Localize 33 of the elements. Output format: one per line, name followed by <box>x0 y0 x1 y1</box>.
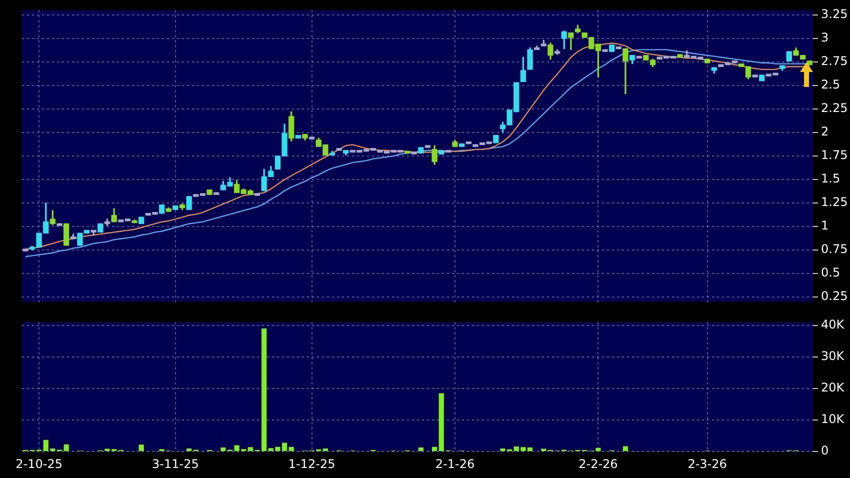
y-tick-label: 30K <box>821 349 846 364</box>
bar <box>622 446 628 452</box>
bar <box>322 448 328 452</box>
y-tick-label: 2.75 <box>821 54 848 68</box>
y-tick-label: 1.5 <box>821 172 840 186</box>
x-tick-label: 1-12-25 <box>288 456 336 471</box>
bar <box>288 446 294 452</box>
y-tick-label: 1 <box>821 218 829 233</box>
y-tick-label: 2 <box>821 124 829 139</box>
bar <box>138 444 144 452</box>
bar <box>418 447 424 452</box>
bar <box>64 444 69 452</box>
x-tick-label: 2-3-26 <box>688 456 727 471</box>
y-tick-label: 3 <box>821 30 829 45</box>
x-tick-label: 2-1-26 <box>435 456 475 471</box>
y-tick-label: 0.25 <box>821 289 848 304</box>
x-tick-label: 2-2-26 <box>578 456 618 471</box>
y-tick-label: 0.75 <box>821 242 848 256</box>
y-tick-label: 1.75 <box>821 148 848 162</box>
x-tick-label: 3-11-25 <box>152 456 199 471</box>
y-tick-label: 10K <box>821 412 846 426</box>
y-tick-label: 40K <box>821 317 846 332</box>
y-tick-label: 2.5 <box>821 78 840 92</box>
bar <box>220 447 226 452</box>
bar <box>186 448 192 452</box>
x-tick-label: 2-10-25 <box>16 456 62 471</box>
y-tick-label: 0.5 <box>821 266 840 280</box>
y-tick-label: 0 <box>821 444 829 458</box>
y-tick-label: 3.25 <box>821 7 848 22</box>
y-tick-label: 2.25 <box>821 101 848 116</box>
y-tick-label: 1.25 <box>821 195 848 210</box>
y-tick-label: 20K <box>821 380 846 395</box>
bar <box>432 446 438 452</box>
